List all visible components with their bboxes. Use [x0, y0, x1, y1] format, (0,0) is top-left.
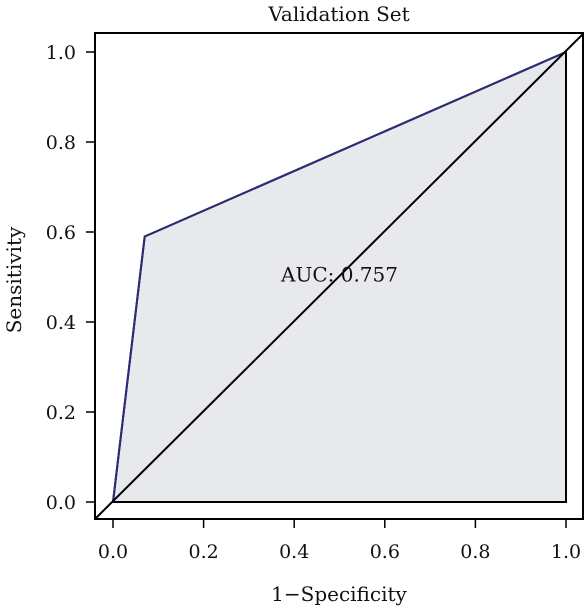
- y-tick-label-3: 0.6: [46, 222, 76, 244]
- y-tick-label-5: 1.0: [46, 42, 76, 64]
- x-tick-label-0: 0.0: [98, 541, 128, 563]
- y-tick-label-2: 0.4: [46, 312, 76, 334]
- x-axis-title: 1−Specificity: [271, 582, 407, 606]
- plot-frame: [94, 32, 584, 520]
- auc-annotation: AUC: 0.757: [280, 263, 398, 287]
- y-tick-label-0: 0.0: [46, 492, 76, 514]
- y-tick-label-1: 0.2: [46, 402, 76, 424]
- y-tick-label-4: 0.8: [46, 132, 76, 154]
- x-tick-label-5: 1.0: [551, 541, 581, 563]
- x-tick-label-4: 0.8: [460, 541, 490, 563]
- plot-area: 0.0 0.2 0.4 0.6 0.8 1.0 0.0 0.2 0.4 0.6 0.8 1.0 AUC:…: [46, 32, 584, 563]
- reference-diagonal-line: [94, 32, 584, 520]
- x-tick-label-1: 0.2: [188, 541, 218, 563]
- x-tick-label-2: 0.4: [279, 541, 309, 563]
- y-axis-title: Sensitivity: [2, 226, 26, 333]
- chart-title: Validation Set: [267, 2, 409, 26]
- x-tick-label-3: 0.6: [370, 541, 400, 563]
